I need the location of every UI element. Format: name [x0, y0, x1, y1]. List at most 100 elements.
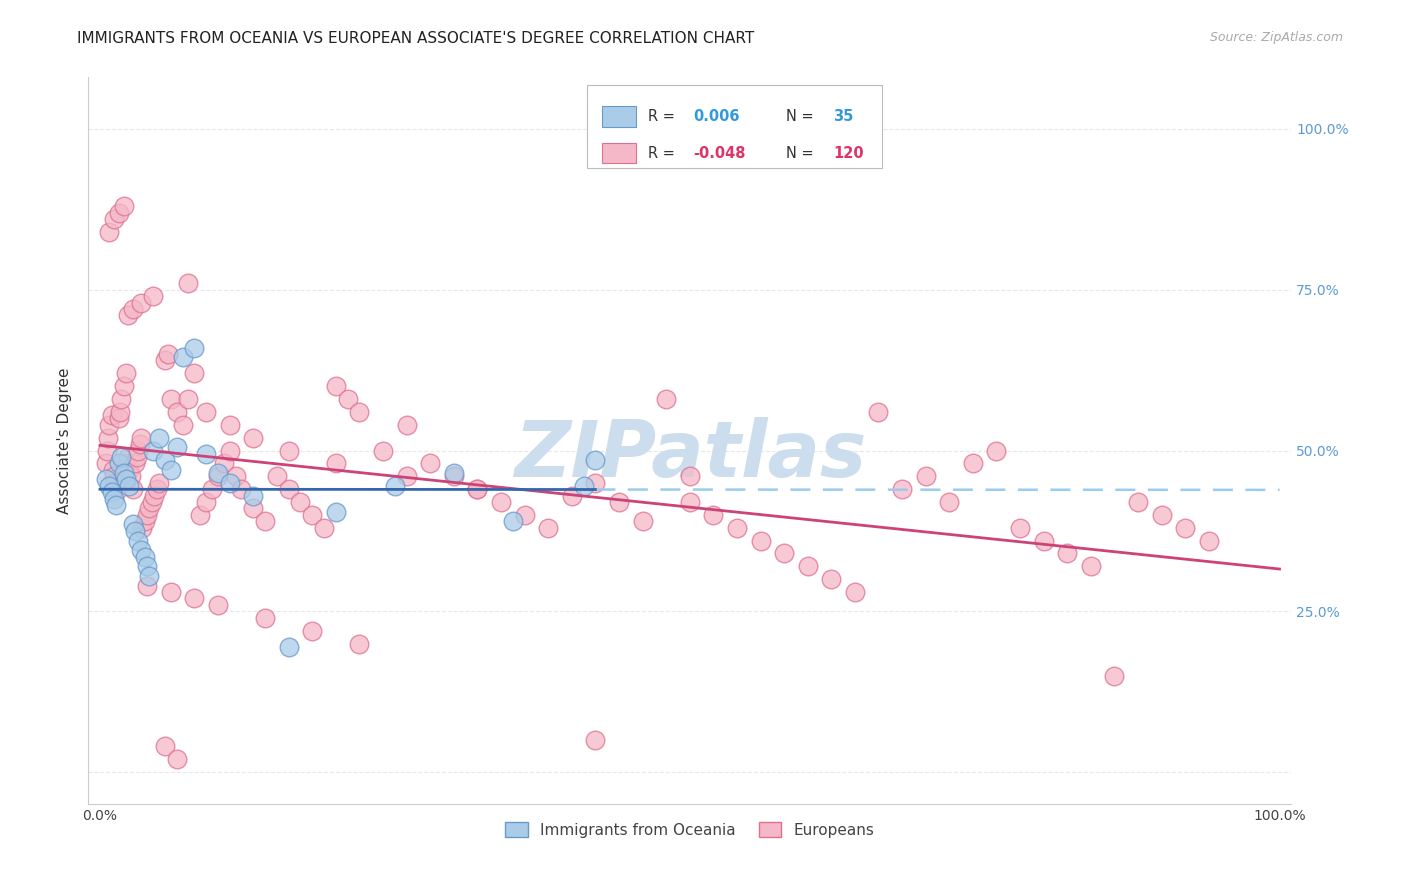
- Point: [122, 517, 145, 532]
- Point: [796, 559, 818, 574]
- Point: [561, 489, 583, 503]
- Point: [172, 417, 194, 432]
- Text: IMMIGRANTS FROM OCEANIA VS EUROPEAN ASSOCIATE'S DEGREE CORRELATION CHART: IMMIGRANTS FROM OCEANIA VS EUROPEAN ASSO…: [77, 31, 755, 46]
- Point: [242, 501, 264, 516]
- Point: [136, 579, 159, 593]
- Text: ZIPatlas: ZIPatlas: [513, 417, 866, 493]
- Point: [108, 411, 131, 425]
- Point: [301, 624, 323, 638]
- Point: [254, 514, 277, 528]
- Point: [138, 501, 160, 516]
- Point: [166, 440, 188, 454]
- Point: [384, 479, 406, 493]
- Point: [844, 585, 866, 599]
- Point: [254, 611, 277, 625]
- Point: [207, 466, 229, 480]
- Text: 120: 120: [832, 145, 863, 161]
- Point: [1198, 533, 1220, 548]
- Point: [583, 453, 606, 467]
- Point: [183, 591, 205, 606]
- Point: [773, 546, 796, 560]
- Point: [502, 514, 524, 528]
- Point: [103, 211, 125, 226]
- Point: [159, 585, 181, 599]
- Point: [145, 482, 167, 496]
- Point: [118, 463, 141, 477]
- Point: [117, 450, 139, 464]
- Text: R =: R =: [648, 145, 679, 161]
- Point: [537, 521, 560, 535]
- Point: [125, 450, 148, 464]
- Point: [110, 450, 132, 464]
- Point: [891, 482, 914, 496]
- Point: [94, 456, 117, 470]
- Point: [489, 495, 512, 509]
- Point: [183, 341, 205, 355]
- Point: [98, 479, 121, 493]
- Point: [914, 469, 936, 483]
- Point: [138, 569, 160, 583]
- Point: [172, 351, 194, 365]
- Point: [134, 549, 156, 564]
- Point: [141, 495, 163, 509]
- Point: [962, 456, 984, 470]
- Point: [325, 505, 347, 519]
- Point: [679, 469, 702, 483]
- Point: [115, 367, 138, 381]
- Point: [312, 521, 335, 535]
- Point: [142, 289, 165, 303]
- Point: [467, 482, 489, 496]
- Bar: [602, 143, 636, 163]
- Point: [938, 495, 960, 509]
- Point: [103, 491, 125, 506]
- Point: [115, 456, 138, 470]
- Point: [655, 392, 678, 406]
- Point: [820, 572, 842, 586]
- Point: [97, 431, 120, 445]
- Point: [277, 482, 299, 496]
- Point: [325, 379, 347, 393]
- Point: [115, 473, 138, 487]
- Point: [108, 205, 131, 219]
- Point: [117, 309, 139, 323]
- Point: [129, 431, 152, 445]
- Point: [94, 473, 117, 487]
- Point: [143, 489, 166, 503]
- Point: [201, 482, 224, 496]
- Point: [218, 475, 240, 490]
- Point: [101, 463, 124, 477]
- Point: [1150, 508, 1173, 522]
- Point: [195, 495, 218, 509]
- Point: [986, 443, 1008, 458]
- Point: [98, 225, 121, 239]
- Point: [129, 295, 152, 310]
- Point: [112, 466, 135, 480]
- Point: [166, 405, 188, 419]
- Point: [188, 508, 211, 522]
- Point: [134, 514, 156, 528]
- Point: [153, 453, 176, 467]
- Point: [105, 498, 128, 512]
- Point: [702, 508, 724, 522]
- Point: [122, 482, 145, 496]
- Text: 35: 35: [832, 109, 853, 124]
- Point: [148, 475, 170, 490]
- Point: [443, 469, 465, 483]
- Point: [231, 482, 253, 496]
- Point: [177, 392, 200, 406]
- Point: [127, 443, 149, 458]
- Point: [325, 456, 347, 470]
- Point: [136, 559, 159, 574]
- Point: [749, 533, 772, 548]
- Point: [1104, 668, 1126, 682]
- Point: [136, 508, 159, 522]
- Point: [395, 417, 418, 432]
- Point: [159, 392, 181, 406]
- Point: [124, 456, 146, 470]
- Point: [118, 479, 141, 493]
- Point: [395, 469, 418, 483]
- Point: [1056, 546, 1078, 560]
- Point: [607, 495, 630, 509]
- Point: [98, 417, 121, 432]
- Point: [212, 456, 235, 470]
